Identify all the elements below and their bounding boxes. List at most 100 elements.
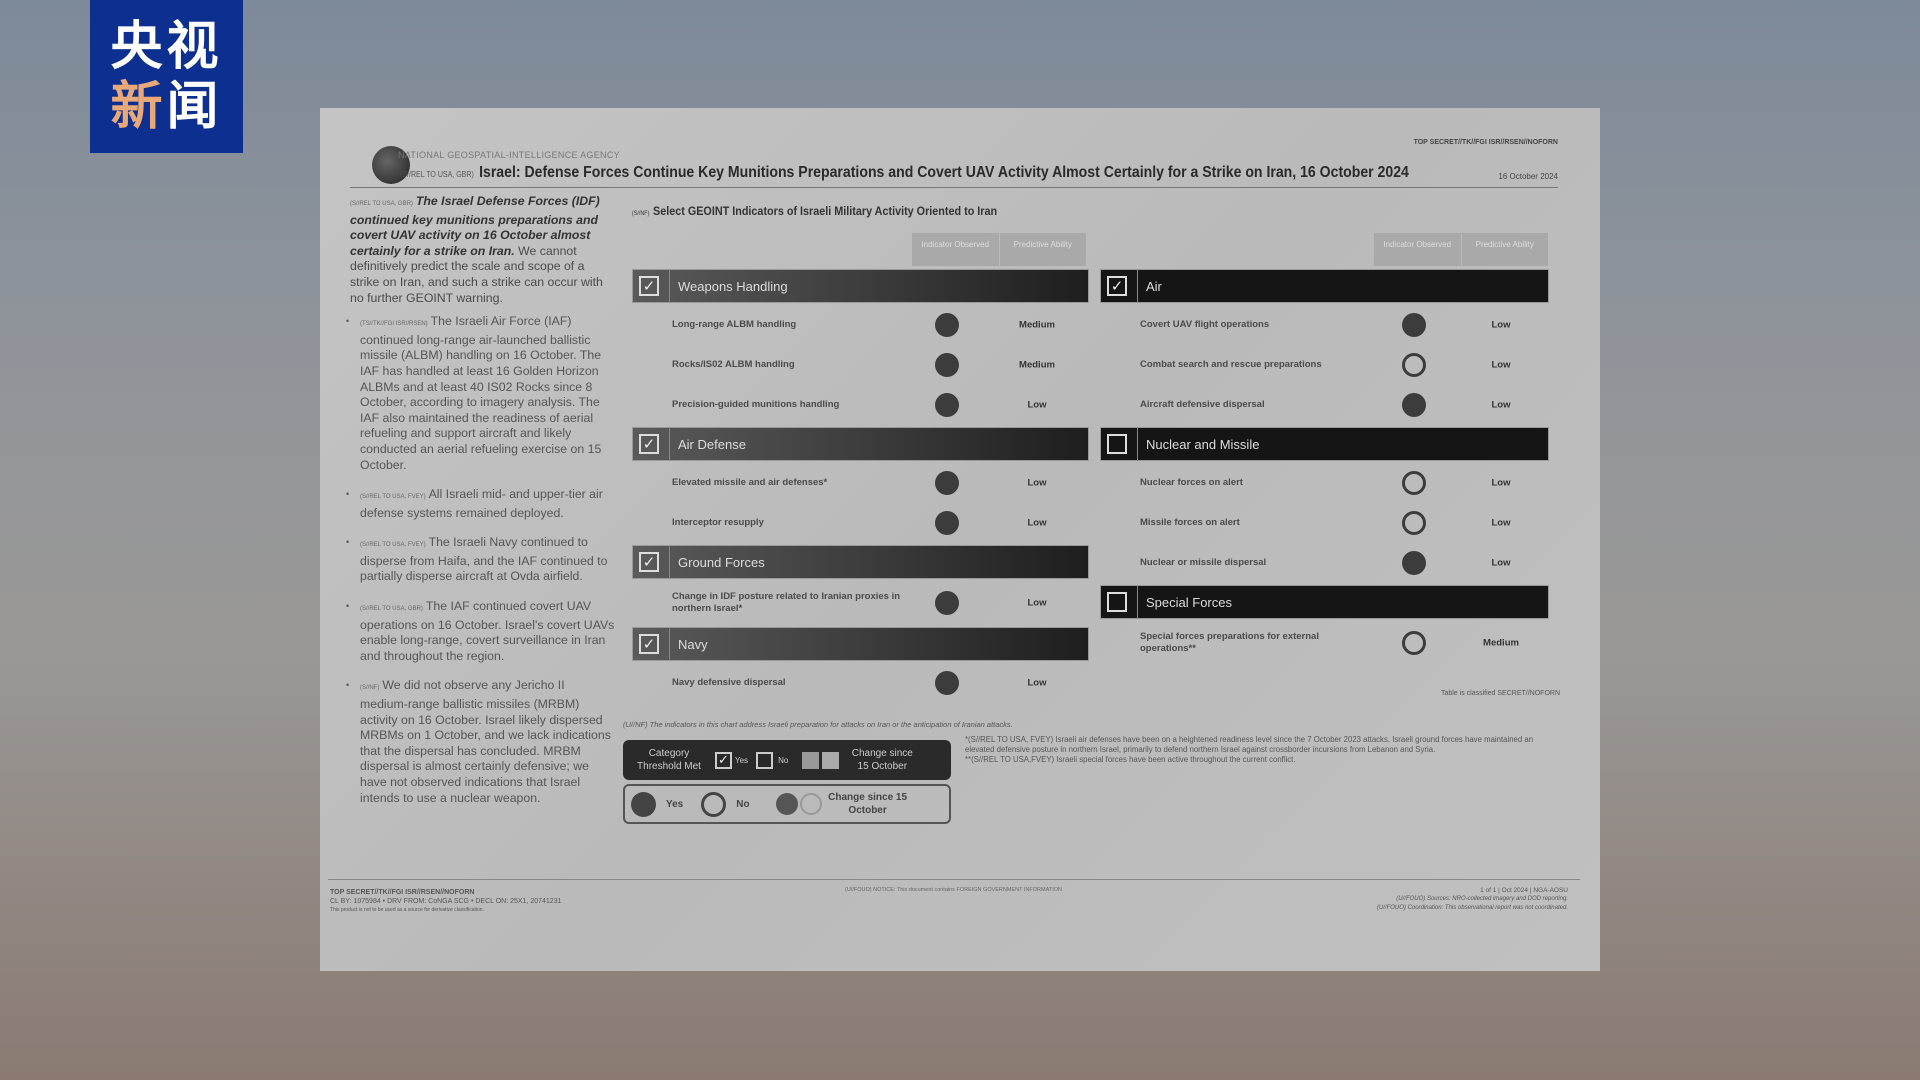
footer-rule <box>328 879 1580 880</box>
category-name: Navy <box>678 636 708 652</box>
predictive-ability-value: Low <box>1491 399 1511 411</box>
predictive-ability-value: Low <box>1491 477 1511 489</box>
footnotes: *(S//REL TO USA, FVEY) Israeli air defen… <box>965 735 1534 764</box>
filled-circle-icon <box>1402 393 1426 417</box>
chart-subtitle: (S//NF) Select GEOINT Indicators of Israe… <box>632 204 998 218</box>
column-indicator-observed: Indicator Observed <box>912 233 1000 266</box>
indicator-label: Navy defensive dispersal <box>672 677 786 688</box>
category-name: Ground Forces <box>678 554 765 570</box>
category-name: Nuclear and Missile <box>1146 436 1260 452</box>
column-predictive-ability: Predictive Ability <box>1000 233 1087 266</box>
footer-left: TOP SECRET//TK//FGI ISR//RSEN//NOFORN CL… <box>330 889 562 913</box>
indicator-row: Long-range ALBM handling Medium <box>632 305 1089 345</box>
document-title: (S//REL TO USA, GBR) Israel: Defense Forc… <box>400 164 1409 181</box>
indicator-label: Precision-guided munitions handling <box>672 399 840 410</box>
predictive-ability-value: Low <box>1491 557 1511 569</box>
checked-box-icon: ✓ <box>639 434 659 454</box>
indicator-label: Aircraft defensive dispersal <box>1140 399 1265 410</box>
bullet-item: (S//REL TO USA, FVEY)The Israeli Navy co… <box>346 535 615 585</box>
indicator-label: Missile forces on alert <box>1140 517 1240 528</box>
filled-circle-icon <box>935 671 959 695</box>
empty-circle-icon <box>1402 511 1426 535</box>
change-box-icon <box>802 751 820 769</box>
bullet-marking: (S//REL TO USA, GBR) <box>360 606 423 613</box>
empty-circle-icon <box>1402 471 1426 495</box>
checked-box-icon: ✓ <box>715 751 732 769</box>
bullet-marking: (TS//TK//FGI ISR//RSEN) <box>360 321 428 328</box>
indicator-row: Nuclear or missile dispersal Low <box>1100 543 1549 583</box>
legend-category: Category Threshold Met ✓ Yes No Change si… <box>623 740 951 780</box>
predictive-ability-value: Low <box>1491 319 1511 331</box>
checked-box-icon: ✓ <box>639 634 659 654</box>
bar-divider <box>669 427 670 461</box>
filled-circle-icon <box>935 393 959 417</box>
filled-circle-icon <box>935 471 959 495</box>
filled-circle-icon <box>935 591 959 615</box>
empty-circle-icon <box>1402 631 1426 655</box>
category-bar: ✓ Weapons Handling <box>632 269 1089 303</box>
empty-box-icon <box>1107 434 1127 454</box>
predictive-ability-value: Low <box>1491 517 1511 529</box>
predictive-ability-value: Low <box>1491 359 1511 371</box>
indicator-label: Nuclear forces on alert <box>1140 477 1243 488</box>
indicator-label: Covert UAV flight operations <box>1140 319 1270 330</box>
indicator-row: Aircraft defensive dispersal Low <box>1100 385 1549 425</box>
bullet-text: The IAF continued covert UAV operations … <box>360 599 615 663</box>
bar-divider <box>1137 427 1138 461</box>
category-bar: ✓ Navy <box>632 627 1089 661</box>
cctv-news-logo: 央视 新闻 <box>90 0 243 153</box>
column-predictive-ability: Predictive Ability <box>1462 233 1549 266</box>
predictive-ability-value: Medium <box>1019 359 1055 371</box>
column-indicator-observed: Indicator Observed <box>1374 233 1462 266</box>
indicator-row: Interceptor resupply Low <box>632 503 1089 543</box>
empty-box-icon <box>1107 592 1127 612</box>
checked-box-icon: ✓ <box>639 552 659 572</box>
indicator-label: Combat search and rescue preparations <box>1140 359 1322 370</box>
indicator-label: Long-range ALBM handling <box>672 319 797 330</box>
column-headers: Indicator Observed Predictive Ability <box>1100 233 1549 266</box>
bullet-text: We did not observe any Jericho II medium… <box>360 678 611 805</box>
bullet-marking: (S//REL TO USA, FVEY) <box>360 542 426 549</box>
indicator-row: Rocks/IS02 ALBM handling Medium <box>632 345 1089 385</box>
change-empty-circle-icon <box>799 793 822 815</box>
bar-divider <box>669 269 670 303</box>
change-box-icon <box>822 751 840 769</box>
indicator-row: Covert UAV flight operations Low <box>1100 305 1549 345</box>
indicator-row: Precision-guided munitions handling Low <box>632 385 1089 425</box>
indicator-label: Nuclear or missile dispersal <box>1140 557 1267 568</box>
classification-banner: TOP SECRET//TK//FGI ISR//RSEN//NOFORN <box>1413 139 1558 146</box>
bar-divider <box>669 627 670 661</box>
bullet-item: (S//REL TO USA, FVEY)All Israeli mid- an… <box>346 487 615 521</box>
bullet-list: (TS//TK//FGI ISR//RSEN)The Israeli Air F… <box>346 314 615 806</box>
indicator-row: Special forces preparations for external… <box>1100 621 1549 665</box>
header-rule <box>350 187 1558 188</box>
predictive-ability-value: Low <box>1027 399 1047 411</box>
filled-circle-icon <box>1402 551 1426 575</box>
predictive-ability-value: Low <box>1027 597 1047 609</box>
bar-divider <box>1137 585 1138 619</box>
indicator-row: Navy defensive dispersal Low <box>632 663 1089 703</box>
indicator-label: Interceptor resupply <box>672 517 764 528</box>
predictive-ability-value: Medium <box>1019 319 1055 331</box>
indicator-label: Special forces preparations for external… <box>1140 631 1319 654</box>
category-name: Air <box>1146 278 1162 294</box>
empty-box-icon <box>756 751 774 769</box>
empty-circle-icon <box>1402 353 1426 377</box>
bullet-item: (S//NF)We did not observe any Jericho II… <box>346 678 615 806</box>
footer-notice: (U//FOUO) NOTICE: This document contains… <box>845 887 1062 893</box>
filled-circle-icon <box>935 511 959 535</box>
category-name: Air Defense <box>678 436 746 452</box>
agency-name: NATIONAL GEOSPATIAL-INTELLIGENCE AGENCY <box>398 150 620 160</box>
indicator-note: (U//NF) The indicators in this chart add… <box>623 720 1013 729</box>
column-headers: Indicator Observed Predictive Ability <box>632 233 1089 266</box>
lead-paragraph: (S//REL TO USA, GBR) The Israel Defense F… <box>350 194 603 305</box>
document-date: 16 October 2024 <box>1498 172 1558 181</box>
bullet-marking: (S//NF) <box>360 685 380 692</box>
column-header-box: Indicator Observed Predictive Ability <box>912 233 1087 266</box>
bullet-text: The Israeli Navy continued to disperse f… <box>360 535 608 584</box>
filled-circle-icon <box>631 791 656 817</box>
category-bar: Nuclear and Missile <box>1100 427 1549 461</box>
bar-divider <box>1137 269 1138 303</box>
column-header-box: Indicator Observed Predictive Ability <box>1374 233 1549 266</box>
category-bar: Special Forces <box>1100 585 1549 619</box>
